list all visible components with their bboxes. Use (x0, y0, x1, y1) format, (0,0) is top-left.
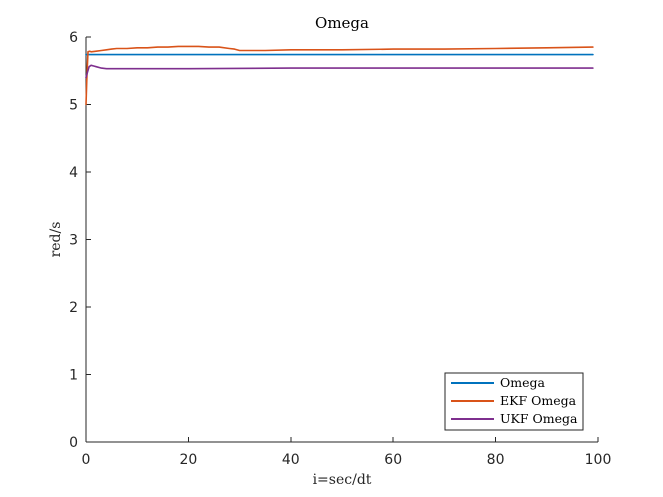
y-axis-ticks: 0 1 2 3 4 5 6 (69, 30, 91, 451)
x-tick-label: 0 (82, 452, 91, 468)
x-tick-label: 80 (487, 452, 505, 468)
x-tick-label: 100 (585, 452, 612, 468)
legend: Omega EKF Omega UKF Omega (444, 372, 584, 431)
y-axis-title: red/s (48, 222, 64, 258)
y-tick-label: 0 (69, 435, 78, 451)
y-tick-label: 5 (69, 98, 78, 114)
y-tick-label: 4 (69, 165, 78, 181)
y-tick-label: 1 (69, 368, 78, 384)
series-lines (85, 45, 594, 106)
x-tick-label: 60 (384, 452, 402, 468)
x-tick-label: 20 (179, 452, 197, 468)
x-axis-ticks: 0 20 40 60 80 100 (82, 437, 612, 468)
y-tick-label: 2 (69, 300, 78, 316)
x-tick-label: 40 (282, 452, 300, 468)
legend-label: Omega (500, 375, 546, 390)
series-line-ekf-omega (85, 45, 594, 106)
y-tick-label: 3 (69, 233, 78, 249)
legend-label: UKF Omega (500, 411, 578, 426)
chart-title: Omega (315, 14, 369, 32)
x-axis-title: i=sec/dt (313, 472, 372, 488)
series-line-ukf-omega (85, 64, 594, 79)
y-tick-label: 6 (69, 30, 78, 46)
legend-label: EKF Omega (500, 393, 577, 408)
